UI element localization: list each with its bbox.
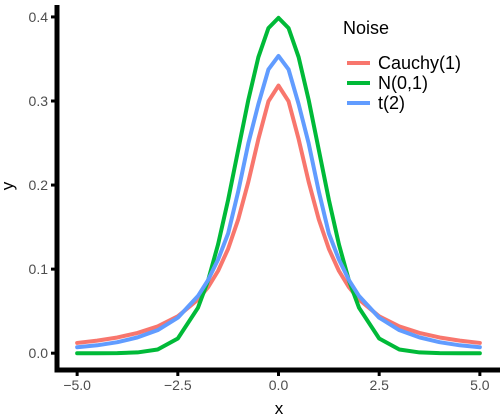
legend-label-n-0-1: N(0,1) xyxy=(378,73,428,93)
y-tick-label: 0.0 xyxy=(29,345,49,361)
y-axis-ticks: 0.0 0.1 0.2 0.3 0.4 xyxy=(29,9,57,361)
y-tick-label: 0.3 xyxy=(29,93,49,109)
x-tick-label: −2.5 xyxy=(164,377,192,393)
x-axis-ticks: −5.0 −2.5 0.0 2.5 5.0 xyxy=(63,370,490,393)
x-tick-label: 5.0 xyxy=(470,377,490,393)
x-tick-label: −5.0 xyxy=(63,377,91,393)
y-tick-label: 0.4 xyxy=(29,9,49,25)
x-tick-label: 0.0 xyxy=(269,377,289,393)
legend-label-cauchy-1: Cauchy(1) xyxy=(378,53,461,73)
legend-title: Noise xyxy=(343,18,389,38)
series-lines xyxy=(75,15,482,356)
series-line-cauchy-1 xyxy=(75,83,482,345)
y-axis-title: y xyxy=(0,181,17,190)
series-line-t-2 xyxy=(75,53,482,350)
y-tick-label: 0.1 xyxy=(29,261,49,277)
legend-label-t-2: t(2) xyxy=(378,93,405,113)
x-axis-title: x xyxy=(275,399,284,418)
y-tick-label: 0.2 xyxy=(29,177,49,193)
x-tick-label: 2.5 xyxy=(369,377,389,393)
series-line-n-0-1 xyxy=(75,15,482,356)
legend: Noise Cauchy(1)N(0,1)t(2) xyxy=(343,18,461,113)
